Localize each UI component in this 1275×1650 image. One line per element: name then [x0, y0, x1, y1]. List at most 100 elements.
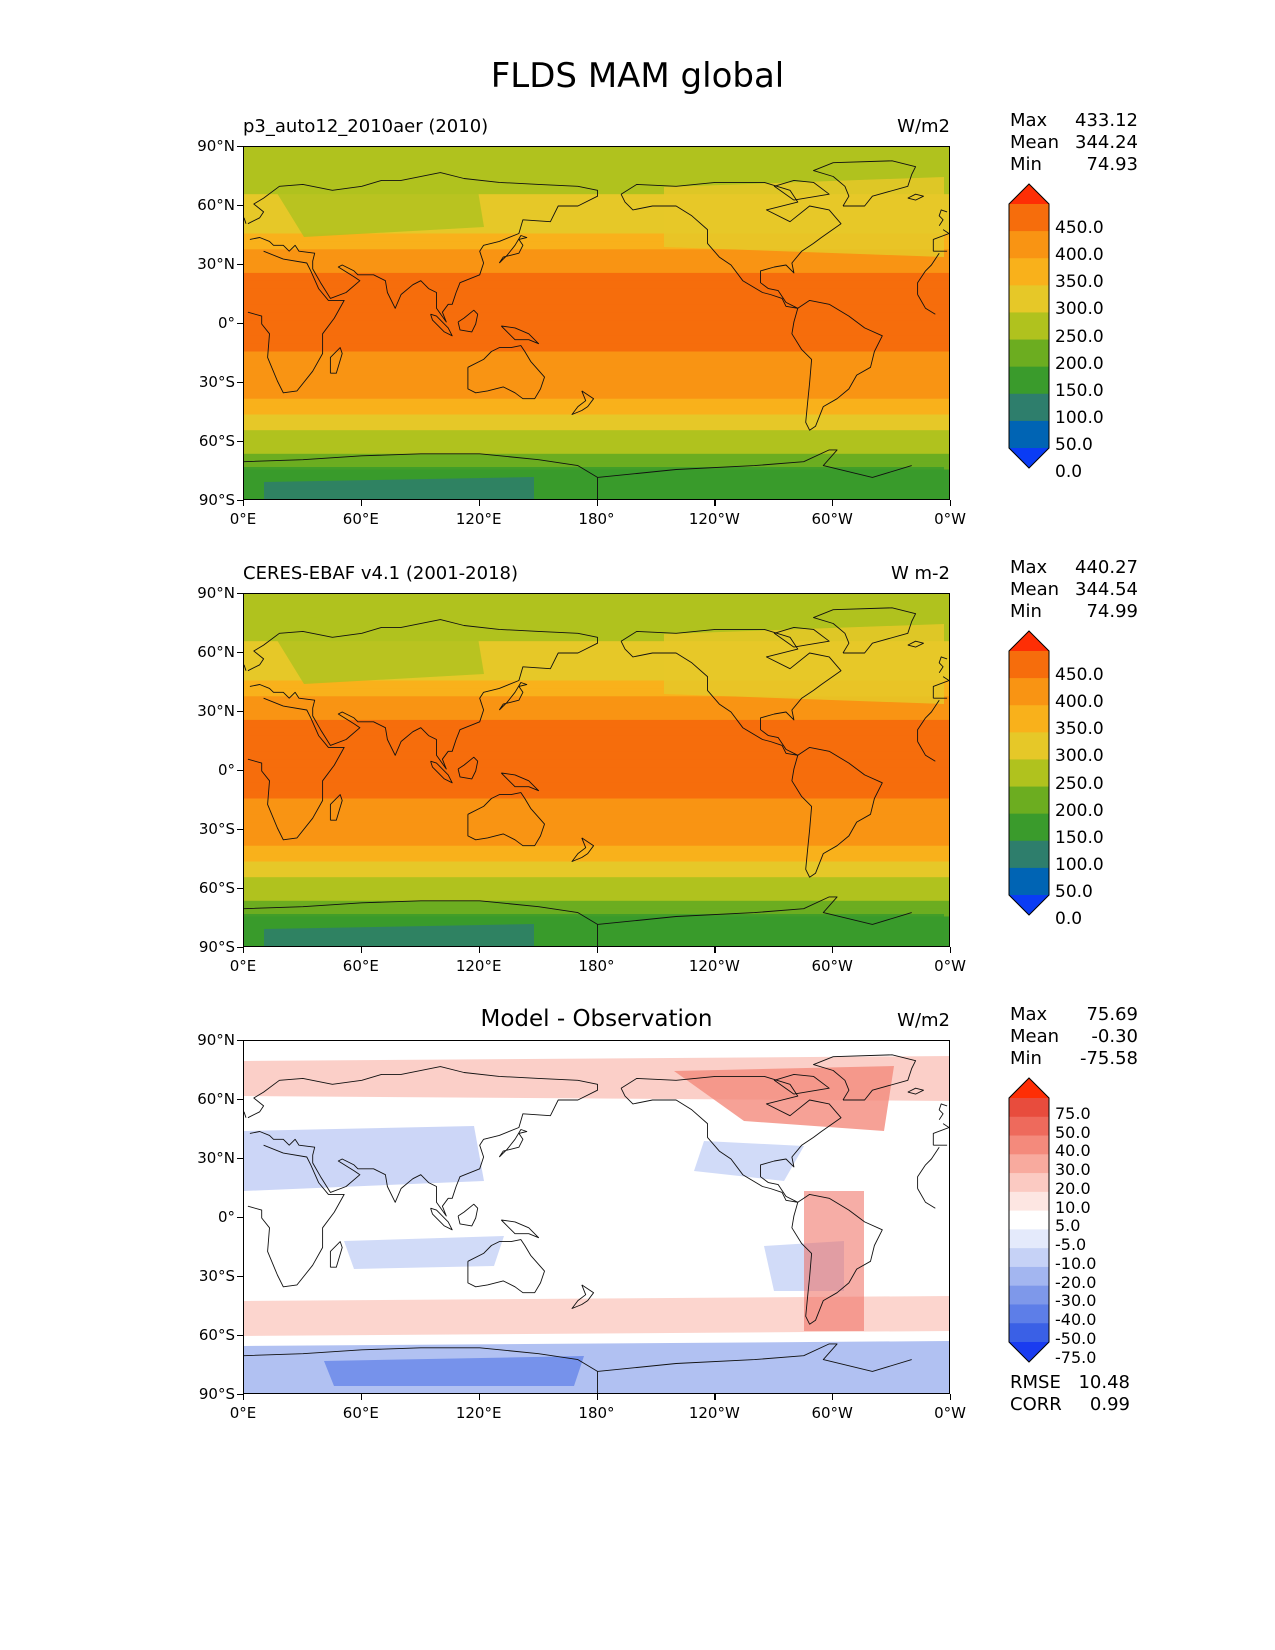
lat-tick	[237, 146, 243, 148]
coastline-eurasia	[247, 172, 949, 323]
lon-tick-label: 60°W	[811, 510, 853, 528]
colorbar	[1008, 183, 1050, 469]
stat-row: Min -75.58	[1010, 1048, 1138, 1070]
lon-tick-label: 180°	[578, 1404, 615, 1422]
lat-tick-label: 90°S	[198, 938, 235, 956]
colorbar-label: 5.0	[1055, 1216, 1081, 1236]
lon-tick-label: 60°E	[342, 1404, 379, 1422]
stat-label: Min	[1010, 1048, 1042, 1069]
coastline-new-zealand	[571, 837, 595, 862]
stat-row: Max 75.69	[1010, 1004, 1138, 1026]
coastline-britain	[244, 1103, 948, 1120]
stat-row: Mean 344.24	[1010, 132, 1138, 154]
lon-tick	[243, 1394, 245, 1400]
stat-label: Max	[1010, 1004, 1048, 1025]
panel-left-title: CERES-EBAF v4.1 (2001-2018)	[243, 563, 519, 584]
map-panel	[243, 1040, 950, 1394]
coastline-borneo	[457, 309, 479, 333]
lon-tick	[714, 947, 716, 953]
lon-tick	[243, 500, 245, 506]
lon-tick	[478, 500, 480, 506]
coastline-madagascar	[329, 794, 343, 821]
colorbar-label: -50.0	[1055, 1329, 1097, 1348]
lon-tick	[832, 1394, 834, 1400]
coastline-baffin	[773, 179, 830, 201]
lon-tick	[478, 947, 480, 953]
lat-tick	[237, 323, 243, 325]
stat-value: -0.30	[1091, 1026, 1138, 1047]
lon-tick-label: 0°E	[229, 510, 257, 528]
lon-tick-label: 60°W	[811, 957, 853, 975]
lat-tick	[237, 711, 243, 713]
lat-tick	[237, 1217, 243, 1219]
lon-tick-label: 120°W	[688, 1404, 740, 1422]
coastline-japan	[498, 682, 528, 711]
lon-tick	[714, 1394, 716, 1400]
lon-tick	[950, 500, 952, 506]
stat-row: Max 433.12	[1010, 110, 1138, 132]
map-field	[244, 147, 949, 499]
stat-value: 344.54	[1075, 579, 1138, 600]
lat-tick-label: 60°S	[198, 1326, 235, 1344]
colorbar-label: -5.0	[1055, 1235, 1087, 1255]
stat-label: Mean	[1010, 132, 1060, 153]
coastline-africa	[247, 250, 940, 394]
stat-label: Mean	[1010, 1026, 1060, 1047]
coastline-south-america	[791, 299, 883, 431]
coastline-new-zealand	[571, 390, 595, 415]
units-label: W/m2	[897, 1010, 950, 1031]
panel-left-title: p3_auto12_2010aer (2010)	[243, 116, 489, 137]
coastline-new-guinea	[500, 772, 540, 792]
colorbar-label: -10.0	[1055, 1253, 1097, 1273]
coastline-antarctica	[244, 449, 912, 499]
map-panel	[243, 593, 950, 947]
lat-tick-label: 90°N	[197, 137, 235, 155]
colorbar-label: 50.0	[1055, 1122, 1091, 1142]
colorbar-label: 200.0	[1055, 353, 1104, 374]
coastline-north-america	[620, 181, 842, 309]
lat-tick	[237, 1276, 243, 1278]
coastline-iceland	[907, 640, 924, 648]
coastline-africa	[247, 697, 940, 841]
coastline-baffin	[773, 1073, 830, 1095]
coastline-iceland	[907, 1087, 924, 1095]
coastline-new-zealand	[571, 1284, 595, 1309]
lat-tick-label: 90°N	[197, 1031, 235, 1049]
coastline-australia	[467, 792, 545, 847]
lat-tick	[237, 1394, 243, 1396]
lat-tick-label: 30°N	[197, 1149, 235, 1167]
lat-tick-label: 60°S	[198, 432, 235, 450]
stat-row: Min 74.93	[1010, 154, 1138, 176]
lon-tick-label: 180°	[578, 510, 615, 528]
lat-tick-label: 60°N	[197, 196, 235, 214]
lon-tick-label: 0°W	[934, 957, 966, 975]
lon-tick-label: 120°E	[455, 510, 502, 528]
stat-value: 74.93	[1086, 154, 1138, 175]
lat-tick-label: 90°N	[197, 584, 235, 602]
colorbar-label: 450.0	[1055, 218, 1104, 239]
lon-tick-label: 60°E	[342, 957, 379, 975]
coastline-madagascar	[329, 347, 343, 374]
lat-tick-label: 30°S	[198, 373, 235, 391]
colorbar-label: -30.0	[1055, 1291, 1097, 1311]
colorbar-label: 350.0	[1055, 272, 1104, 293]
stat-label: Max	[1010, 557, 1048, 578]
panel-center-title: Model - Observation	[480, 1006, 713, 1032]
colorbar-label: 50.0	[1055, 882, 1093, 902]
lon-tick	[360, 947, 363, 953]
coastline-greenland	[813, 160, 917, 207]
coastline-new-guinea	[500, 1219, 540, 1239]
lat-tick	[237, 1335, 243, 1337]
coastline-sumatra	[430, 1207, 453, 1231]
coastline-japan	[498, 235, 528, 264]
stat-label: Min	[1010, 154, 1042, 175]
lon-tick	[714, 500, 716, 506]
lon-tick-label: 120°E	[455, 1404, 502, 1422]
lat-tick-label: 0°	[217, 761, 235, 779]
colorbar-label: 50.0	[1055, 435, 1093, 455]
lat-tick-label: 60°N	[197, 1090, 235, 1108]
colorbar-label: 400.0	[1055, 692, 1104, 713]
colorbar-label: 20.0	[1055, 1178, 1091, 1198]
stat-value: 440.27	[1075, 557, 1138, 578]
colorbar-label: 450.0	[1055, 665, 1104, 686]
